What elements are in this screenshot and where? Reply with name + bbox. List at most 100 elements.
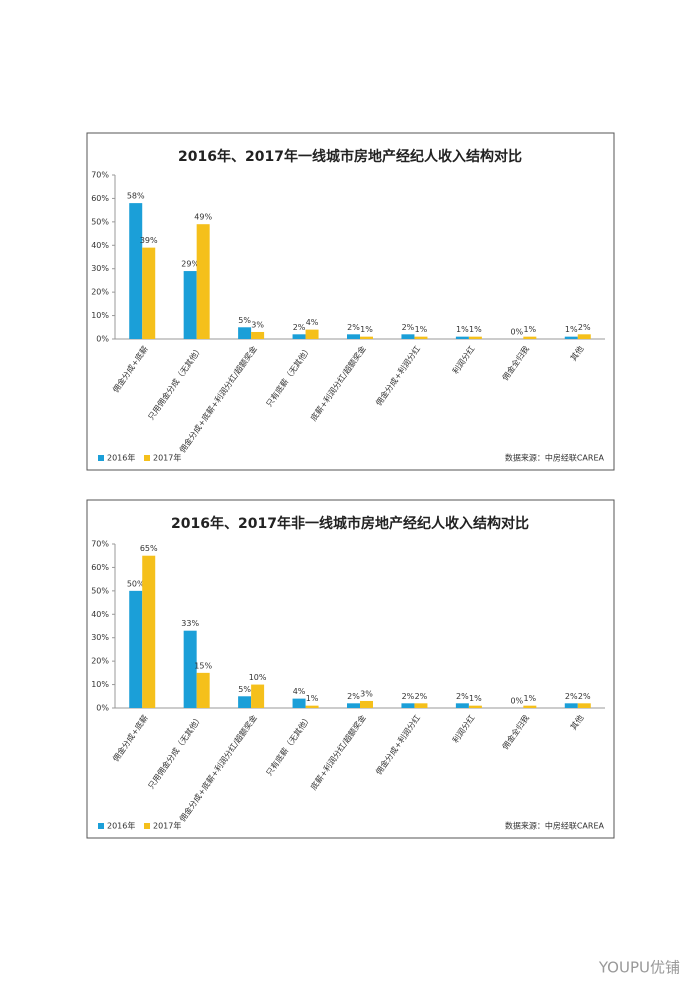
value-label: 1%	[523, 325, 536, 334]
bar	[129, 590, 143, 708]
bar	[305, 329, 319, 339]
chart-title: 2016年、2017年非一线城市房地产经纪人收入结构对比	[171, 515, 529, 532]
y-tick-label: 70%	[91, 171, 109, 180]
value-label: 1%	[360, 325, 373, 334]
bar	[305, 705, 319, 708]
value-label: 4%	[293, 687, 306, 696]
source-note: 数据来源：中房经联CAREA	[505, 821, 605, 831]
y-tick-label: 0%	[96, 335, 109, 344]
value-label: 5%	[238, 685, 251, 694]
bar	[251, 684, 265, 708]
bar	[292, 334, 306, 339]
value-label: 2%	[578, 692, 591, 701]
value-label: 15%	[194, 661, 212, 670]
y-tick-label: 0%	[96, 704, 109, 713]
y-tick-label: 40%	[91, 241, 109, 250]
bar	[251, 331, 265, 339]
bar	[523, 336, 537, 339]
watermark: YOUPU优铺	[598, 959, 680, 977]
chart-frame	[86, 499, 615, 839]
source-note: 数据来源：中房经联CAREA	[505, 453, 605, 463]
legend-swatch	[98, 455, 104, 461]
bar	[196, 672, 210, 708]
y-tick-label: 60%	[91, 563, 109, 572]
y-tick-label: 40%	[91, 610, 109, 619]
bar	[577, 703, 591, 708]
bar	[401, 703, 415, 708]
y-tick-label: 50%	[91, 586, 109, 595]
y-tick-label: 10%	[91, 680, 109, 689]
bar	[414, 703, 428, 708]
value-label: 3%	[360, 689, 373, 698]
value-label: 65%	[140, 544, 158, 553]
value-label: 1%	[456, 325, 469, 334]
value-label: 1%	[415, 325, 428, 334]
value-label: 2%	[456, 692, 469, 701]
value-label: 1%	[469, 694, 482, 703]
value-label: 2%	[402, 323, 415, 332]
legend-label: 2016年	[107, 821, 135, 831]
bar	[142, 247, 156, 339]
bar	[414, 336, 428, 339]
value-label: 0%	[510, 328, 523, 337]
chart-frame	[86, 132, 615, 471]
bar	[347, 703, 360, 708]
value-label: 1%	[565, 325, 578, 334]
bar	[196, 224, 210, 339]
bar	[455, 336, 469, 339]
bar	[129, 203, 143, 339]
value-label: 2%	[415, 692, 428, 701]
value-label: 29%	[181, 260, 199, 269]
value-label: 1%	[469, 325, 482, 334]
bar	[523, 705, 537, 708]
chart-title: 2016年、2017年一线城市房地产经纪人收入结构对比	[178, 148, 522, 165]
bar	[183, 271, 197, 339]
bar	[401, 334, 415, 339]
legend-swatch	[144, 823, 150, 829]
value-label: 5%	[238, 316, 251, 325]
y-tick-label: 70%	[91, 540, 109, 549]
bar	[238, 696, 252, 708]
value-label: 4%	[306, 318, 319, 327]
y-tick-label: 30%	[91, 633, 109, 642]
bar	[183, 630, 197, 708]
value-label: 2%	[565, 692, 578, 701]
bar	[292, 698, 306, 708]
bar	[347, 334, 360, 339]
value-label: 33%	[181, 619, 199, 628]
value-label: 1%	[306, 694, 319, 703]
value-label: 2%	[293, 323, 306, 332]
legend-label: 2017年	[153, 821, 181, 831]
y-tick-label: 10%	[91, 311, 109, 320]
y-tick-label: 20%	[91, 288, 109, 297]
bar	[360, 336, 373, 339]
legend-swatch	[98, 823, 104, 829]
y-tick-label: 30%	[91, 264, 109, 273]
y-tick-label: 60%	[91, 194, 109, 203]
bar	[360, 700, 373, 708]
bar	[564, 336, 578, 339]
bar	[455, 703, 469, 708]
bar	[577, 334, 591, 339]
value-label: 1%	[523, 694, 536, 703]
y-tick-label: 50%	[91, 217, 109, 226]
value-label: 58%	[127, 192, 145, 201]
legend-swatch	[144, 455, 150, 461]
value-label: 49%	[194, 213, 212, 222]
value-label: 2%	[578, 323, 591, 332]
bar	[564, 703, 578, 708]
bar	[238, 327, 252, 339]
legend-label: 2016年	[107, 453, 135, 463]
value-label: 3%	[251, 320, 264, 329]
value-label: 50%	[127, 579, 145, 588]
bar	[142, 555, 156, 708]
value-label: 39%	[140, 236, 158, 245]
bar	[468, 705, 482, 708]
value-label: 10%	[249, 673, 267, 682]
bar	[468, 336, 482, 339]
value-label: 0%	[510, 697, 523, 706]
value-label: 2%	[402, 692, 415, 701]
y-tick-label: 20%	[91, 657, 109, 666]
legend-label: 2017年	[153, 453, 181, 463]
